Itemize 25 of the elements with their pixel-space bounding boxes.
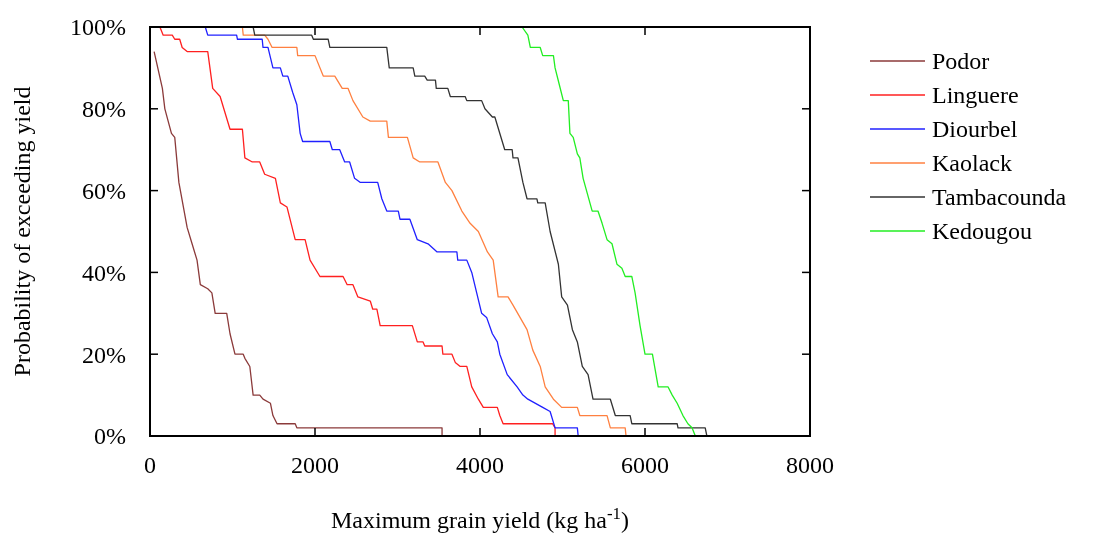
x-tick-label: 8000 bbox=[786, 452, 834, 478]
y-tick-label: 80% bbox=[82, 96, 126, 123]
y-axis-title: Probability of exceeding yield bbox=[9, 86, 35, 377]
line-series bbox=[252, 26, 708, 437]
x-tick-label: 6000 bbox=[621, 452, 669, 478]
legend-label: Kedougou bbox=[932, 218, 1032, 245]
y-tick-label: 20% bbox=[82, 341, 126, 368]
legend-label: Tambacounda bbox=[932, 184, 1067, 211]
x-axis-title: Maximum grain yield (kg ha$^{-1}$) bbox=[331, 503, 629, 533]
y-tick-label: 40% bbox=[82, 259, 126, 286]
legend-label: Podor bbox=[932, 48, 990, 75]
line-series bbox=[521, 26, 696, 437]
x-tick-label: 2000 bbox=[291, 452, 339, 478]
line-series bbox=[241, 26, 627, 437]
line-series bbox=[159, 26, 556, 437]
legend-label: Kaolack bbox=[932, 150, 1012, 177]
y-tick-label: 60% bbox=[82, 178, 126, 204]
y-tick-label: 0% bbox=[94, 423, 126, 450]
x-tick-label: 4000 bbox=[456, 452, 504, 478]
legend-label: Diourbel bbox=[932, 116, 1018, 143]
line-series bbox=[204, 26, 579, 437]
legend-label: Linguere bbox=[932, 82, 1019, 109]
line-series bbox=[153, 50, 443, 437]
y-tick-label: 100% bbox=[70, 14, 126, 41]
x-tick-label: 0 bbox=[144, 452, 156, 478]
